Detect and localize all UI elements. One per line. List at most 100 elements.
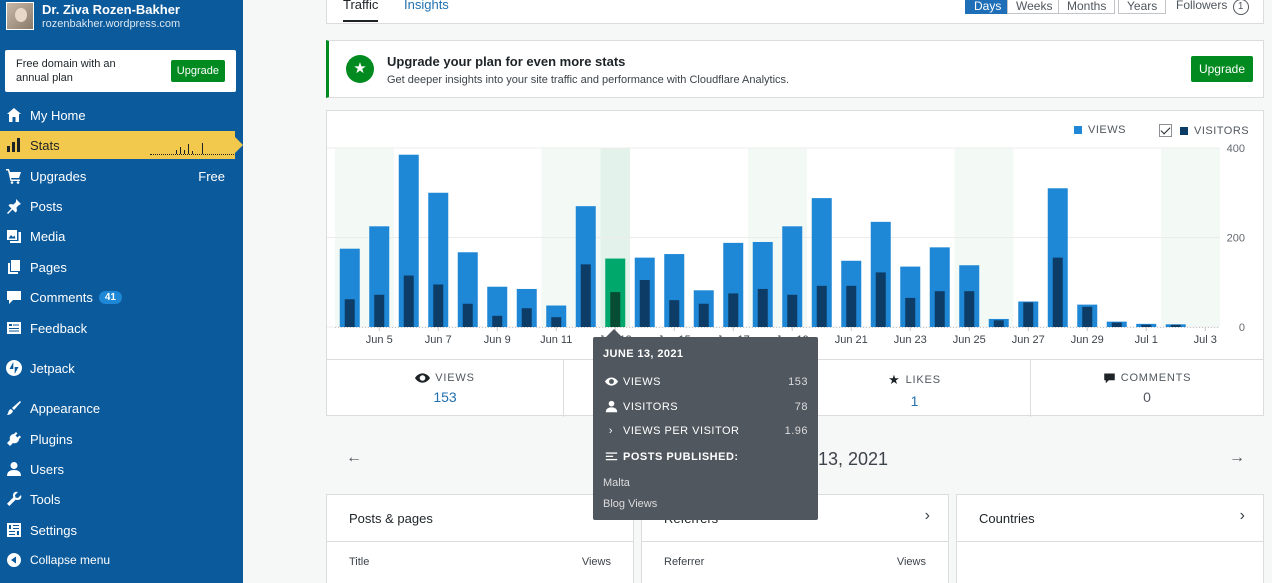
pages-icon xyxy=(6,259,22,275)
sidebar-item-label: Feedback xyxy=(30,320,88,336)
sidebar-item-posts[interactable]: Posts xyxy=(0,192,243,220)
sidebar-item-stats[interactable]: Stats xyxy=(0,131,243,159)
tooltip-post-item[interactable]: Malta xyxy=(603,477,630,489)
summary-comments-value: 0 xyxy=(1143,389,1151,405)
tooltip-date: JUNE 13, 2021 xyxy=(603,348,684,360)
visitors-bar[interactable] xyxy=(1111,322,1122,327)
tooltip-post-item[interactable]: Blog Views xyxy=(603,498,658,510)
visitors-bar[interactable] xyxy=(551,317,562,327)
banner-upgrade-button[interactable]: Upgrade xyxy=(1190,56,1253,82)
visitors-bar[interactable] xyxy=(993,320,1004,327)
legend-views: VIEWS xyxy=(1074,124,1126,136)
tab-traffic[interactable]: Traffic xyxy=(343,0,379,22)
comment-bubble-icon xyxy=(6,289,22,305)
sidebar-item-jetpack[interactable]: Jetpack xyxy=(0,354,243,382)
previous-period-arrow-icon[interactable]: ← xyxy=(346,449,362,466)
visitors-bar[interactable] xyxy=(344,299,355,327)
x-tick-label: Jun 25 xyxy=(953,334,986,346)
visitors-checkbox[interactable] xyxy=(1159,124,1172,137)
visitors-swatch xyxy=(1180,126,1188,135)
visitors-bar[interactable] xyxy=(846,285,857,327)
visitors-bar[interactable] xyxy=(521,308,532,327)
media-icon xyxy=(6,228,22,244)
sidebar-item-settings[interactable]: Settings xyxy=(0,516,243,544)
visitors-bar[interactable] xyxy=(1052,257,1063,327)
visitors-bar[interactable] xyxy=(787,294,798,327)
visitors-bar[interactable] xyxy=(669,300,680,327)
visitors-bar[interactable] xyxy=(1170,324,1181,327)
y-tick-label: 400 xyxy=(1227,143,1245,155)
visitors-bar[interactable] xyxy=(433,284,444,327)
visitors-bar[interactable] xyxy=(934,291,945,327)
banner-description: Get deeper insights into your site traff… xyxy=(387,74,790,86)
visitors-bar[interactable] xyxy=(374,294,385,327)
tooltip-views-value: 153 xyxy=(788,375,808,388)
chevron-right-icon[interactable]: › xyxy=(1239,507,1245,524)
period-weeks-button[interactable]: Weeks xyxy=(1007,0,1062,14)
sidebar-item-label: Appearance xyxy=(30,400,101,416)
bar-chart-icon xyxy=(6,137,22,153)
jetpack-icon xyxy=(6,360,22,376)
visitors-bar[interactable] xyxy=(1141,324,1152,327)
legend-visitors[interactable]: VISITORS xyxy=(1159,124,1249,137)
site-name: Dr. Ziva Rozen-Bakher xyxy=(42,2,180,17)
x-tick-label: Jun 7 xyxy=(425,334,452,346)
chevron-right-icon[interactable]: › xyxy=(924,507,930,524)
x-tick-label: Jun 29 xyxy=(1071,334,1104,346)
visitors-bar[interactable] xyxy=(816,285,827,327)
home-icon xyxy=(6,107,22,123)
visitors-bar[interactable] xyxy=(639,280,650,327)
sidebar-item-label: Comments xyxy=(30,289,93,305)
visitors-bar[interactable] xyxy=(964,291,975,327)
visitors-bar[interactable] xyxy=(905,297,916,327)
visitors-bar[interactable] xyxy=(610,292,621,327)
visitors-bar[interactable] xyxy=(728,293,739,327)
visitors-bar[interactable] xyxy=(875,272,886,327)
sidebar-item-pages[interactable]: Pages xyxy=(0,253,243,281)
paintbrush-icon xyxy=(6,400,22,416)
sidebar-item-upgrades[interactable]: Upgrades Free xyxy=(0,162,243,190)
followers-link[interactable]: Followers 1 xyxy=(1176,0,1249,15)
legend-views-label: VIEWS xyxy=(1088,124,1126,136)
visitors-bar[interactable] xyxy=(403,275,414,327)
sidebar: Dr. Ziva Rozen-Bakher rozenbakher.wordpr… xyxy=(0,0,243,583)
site-header[interactable]: Dr. Ziva Rozen-Bakher rozenbakher.wordpr… xyxy=(6,2,180,32)
sidebar-item-media[interactable]: Media xyxy=(0,222,243,250)
visitors-bar[interactable] xyxy=(1023,302,1034,327)
visitors-bar[interactable] xyxy=(462,303,473,327)
next-period-arrow-icon[interactable]: → xyxy=(1229,449,1245,466)
summary-views[interactable]: VIEWS 153 xyxy=(327,359,563,417)
followers-count: 1 xyxy=(1232,0,1249,15)
wrench-icon xyxy=(6,491,22,507)
feedback-icon xyxy=(6,320,22,336)
period-months-button[interactable]: Months xyxy=(1058,0,1116,14)
collapse-menu-button[interactable]: Collapse menu xyxy=(0,546,243,574)
promo-upgrade-button[interactable]: Upgrade xyxy=(170,60,225,82)
period-years-button[interactable]: Years xyxy=(1118,0,1167,14)
summary-comments[interactable]: COMMENTS 0 xyxy=(1030,359,1263,417)
tooltip-visitors-value: 78 xyxy=(794,400,808,413)
sidebar-item-plugins[interactable]: Plugins xyxy=(0,425,243,453)
visitors-bar[interactable] xyxy=(698,303,709,327)
sidebar-item-users[interactable]: Users xyxy=(0,455,243,483)
views-swatch xyxy=(1074,126,1082,134)
sidebar-item-my-home[interactable]: My Home xyxy=(0,101,243,129)
followers-label: Followers xyxy=(1176,0,1228,12)
visitors-bar[interactable] xyxy=(757,288,768,327)
sidebar-item-appearance[interactable]: Appearance xyxy=(0,394,243,422)
sidebar-item-tools[interactable]: Tools xyxy=(0,485,243,513)
summary-likes[interactable]: ★ LIKES 1 xyxy=(798,359,1030,417)
sidebar-item-feedback[interactable]: Feedback xyxy=(0,314,243,342)
sidebar-item-label: Upgrades xyxy=(30,168,87,184)
sidebar-item-comments[interactable]: Comments 41 xyxy=(0,283,243,311)
visitors-bar[interactable] xyxy=(492,315,503,327)
chart-tooltip: JUNE 13, 2021 VIEWS 153 VISITORS 78 › VI… xyxy=(593,329,818,520)
x-tick-label: Jun 27 xyxy=(1012,334,1045,346)
selected-date-label: 13, 2021 xyxy=(818,449,889,469)
period-days-button[interactable]: Days xyxy=(965,0,1011,14)
visitors-bar[interactable] xyxy=(580,264,591,327)
tab-insights[interactable]: Insights xyxy=(404,0,449,12)
stats-sparkline xyxy=(150,143,234,155)
visitors-bar[interactable] xyxy=(1082,306,1093,327)
